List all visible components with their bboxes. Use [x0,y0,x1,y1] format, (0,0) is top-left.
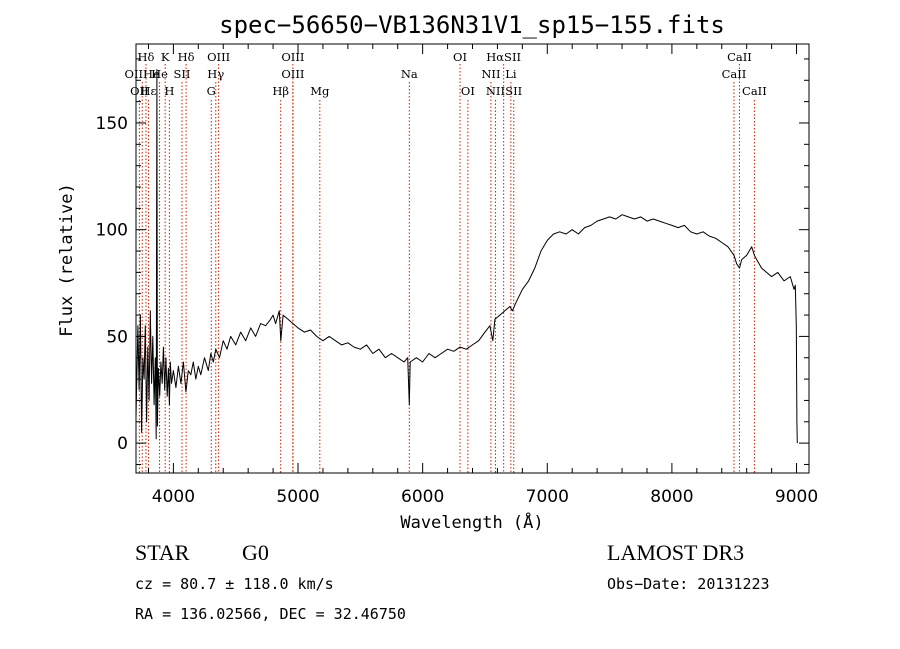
chart-title: spec−56650−VB136N31V1_sp15−155.fits [219,11,725,39]
x-tick-label: 5000 [276,487,319,507]
spectral-line-label: Hδ [178,50,195,64]
axis-ticks: 4000 5000 6000 7000 8000 9000 0 50 100 150 [96,44,818,507]
spectral-line-label: K [161,50,170,64]
redshift-velocity: cz = 80.7 ± 118.0 km/s [135,575,334,593]
spectral-line-label: Hβ [272,84,289,98]
x-tick-label: 4000 [152,487,195,507]
spectral-line-label: Na [401,67,418,81]
y-tick-label: 50 [106,327,128,347]
object-subclass: G0 [242,540,269,565]
spectral-line-label: NII [486,84,505,98]
spectrum-series [135,69,798,444]
spectral-line-label: SII [505,84,522,98]
spectral-line-label: CaII [727,50,752,64]
spectral-line-label: SII [174,67,191,81]
spectral-line-label: H [164,84,174,98]
spectral-line-label: OII [130,84,149,98]
spectral-line-label: CaII [722,67,747,81]
spectral-line-label: HαSII [486,50,521,64]
x-tick-label: 6000 [401,487,444,507]
spectral-line-label: Mg [310,84,330,98]
sky-coordinates: RA = 136.02566, DEC = 32.46750 [135,605,406,623]
object-class: STAR [135,540,190,565]
x-axis-label: Wavelength (Å) [400,511,543,533]
spectral-line-label: Hγ [207,67,224,81]
spectral-line-label: G [207,84,216,98]
x-tick-label: 9000 [775,487,818,507]
spectral-line-label: Hδ [137,50,154,64]
spectral-line-label: CaII [742,84,767,98]
y-tick-label: 100 [96,221,128,241]
y-tick-label: 150 [96,114,128,134]
y-axis-label: Flux (relative) [57,183,77,337]
y-tick-label: 0 [117,434,128,454]
spectral-line-label: OIIHe [125,67,161,81]
survey-name: LAMOST DR3 [607,540,744,565]
observation-date: Obs−Date: 20131223 [607,575,770,593]
x-tick-label: 8000 [650,487,693,507]
spectral-line-label: OI [453,50,467,64]
spectrum-line [135,69,798,444]
spectral-line-label: NII [481,67,500,81]
plot-frame [135,43,810,474]
spectral-line-label: He [151,67,168,81]
spectral-line-label: OIII [281,67,304,81]
x-tick-label: 7000 [526,487,569,507]
spectral-line-label: OI [461,84,475,98]
spectral-line-label: Li [505,67,517,81]
spectral-line-label: OIII [207,50,230,64]
spectral-line-label: Hε [140,84,156,98]
spectral-line-label: OIII [281,50,304,64]
